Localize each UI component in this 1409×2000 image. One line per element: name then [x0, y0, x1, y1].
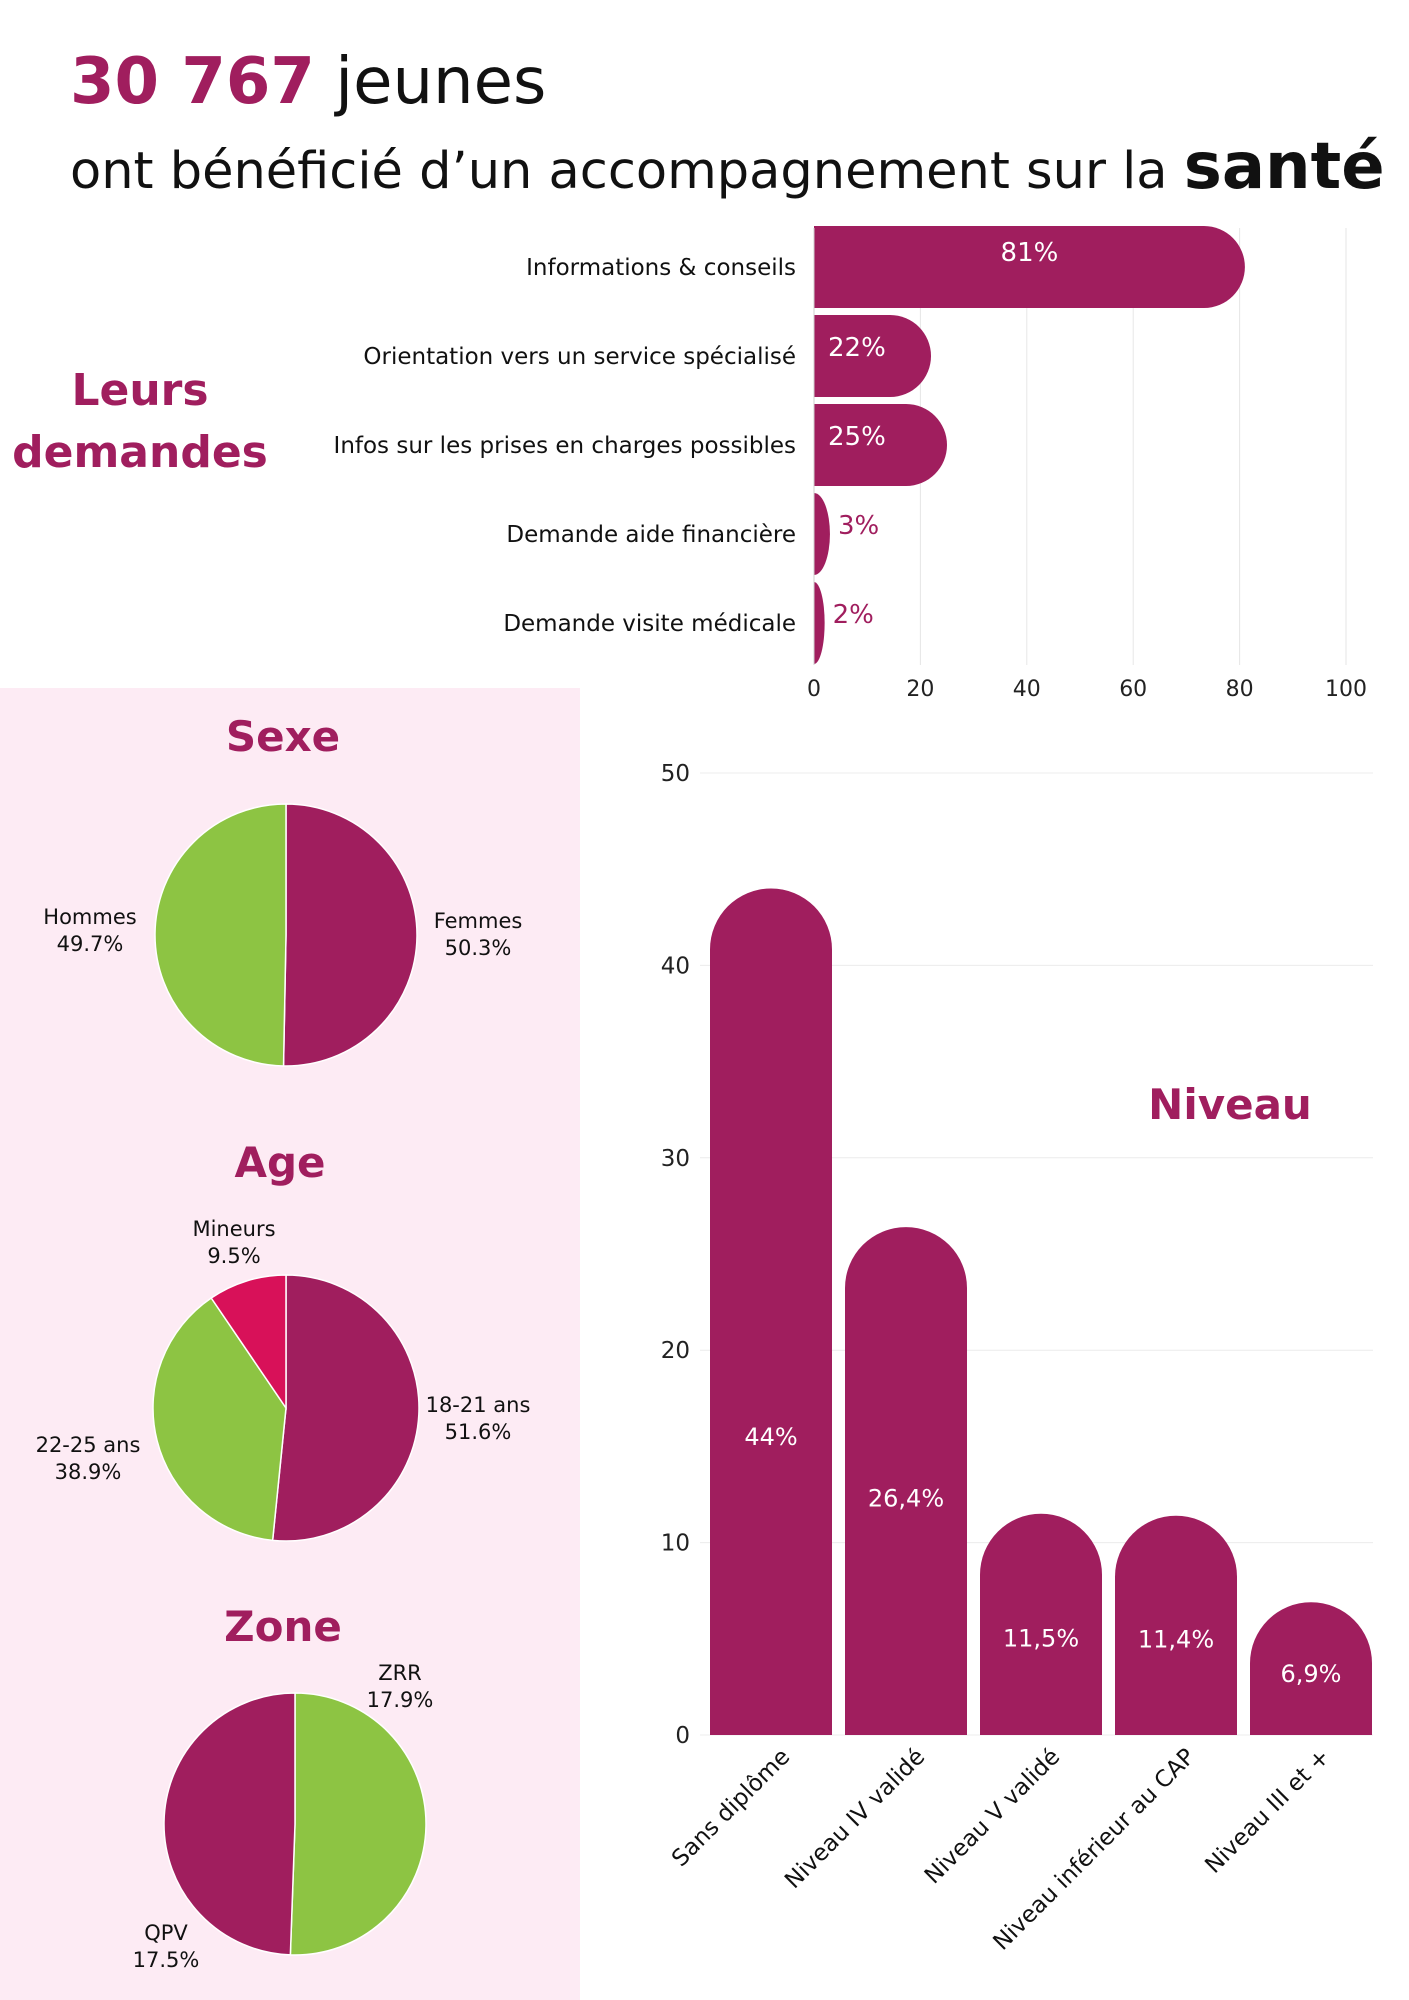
hbar-category-label: Infos sur les prises en charges possible… [334, 433, 796, 459]
age-pie-value-label: 51.6% [445, 1420, 512, 1444]
demandes-title-line2: demandes [12, 427, 268, 478]
vbar-data-label: 11,4% [1138, 1625, 1214, 1653]
zone-pie-value-label: 17.9% [367, 1688, 434, 1712]
vbar-bar [710, 888, 832, 1735]
age-pie-label: 18-21 ans [426, 1393, 531, 1417]
hbar-bar [814, 404, 947, 486]
hbar-category-label: Demande visite médicale [503, 611, 796, 637]
hbar-data-label: 25% [828, 422, 886, 452]
vbar-category-label: Niveau III et + [1200, 1744, 1335, 1879]
headline-count: 30 767 [70, 45, 315, 119]
vbar-category-label: Niveau V validé [920, 1744, 1065, 1889]
age-pie-label: 22-25 ans [36, 1433, 141, 1457]
zone-pie-slice [163, 1692, 296, 1956]
zone-pie-label: ZRR [378, 1661, 422, 1685]
hbar-tick-label: 20 [906, 677, 934, 702]
zone-pie-label: QPV [144, 1921, 188, 1945]
hbar-bar [814, 493, 830, 575]
hbar-tick-label: 60 [1119, 677, 1147, 702]
zone-pie-slice [289, 1692, 427, 1956]
vbar-tick-label: 10 [661, 1531, 690, 1557]
niveau-title: Niveau [1148, 1080, 1312, 1129]
zone-pie-value-label: 17.5% [133, 1948, 200, 1972]
age-pie-value-label: 9.5% [207, 1244, 260, 1268]
vbar-data-label: 44% [744, 1423, 797, 1451]
hbar-bar [814, 315, 932, 397]
subtitle-text: ont bénéficié d’un accompagnement sur la [70, 142, 1184, 201]
vbar-data-label: 6,9% [1281, 1660, 1342, 1688]
sexe-pie-slice [154, 803, 287, 1067]
age-pie-slice [152, 1296, 287, 1542]
vbar-category-label: Niveau IV validé [780, 1744, 930, 1894]
hbar-data-label: 2% [833, 600, 874, 630]
demandes-title: Leurs demandes [0, 360, 280, 484]
demandes-title-line1: Leurs [71, 365, 209, 416]
subtitle: ont bénéficié d’un accompagnement sur la… [70, 122, 1385, 217]
vbar-bar [980, 1513, 1102, 1735]
age-pie-label: Mineurs [192, 1217, 275, 1241]
hbar-tick-label: 0 [807, 677, 821, 702]
vbar-category-label: Sans diplôme [667, 1744, 795, 1872]
headline: 30 767 jeunes [70, 42, 546, 122]
sexe-pie-label: Hommes [43, 905, 136, 929]
hbar-bar [814, 226, 1245, 308]
vbar-bar [1250, 1602, 1372, 1735]
hbar-bar [814, 582, 825, 664]
subtitle-strong: santé [1183, 130, 1385, 204]
vbar-tick-label: 50 [661, 761, 690, 787]
hbar-data-label: 81% [1001, 238, 1059, 268]
vbar-data-label: 26,4% [868, 1484, 944, 1512]
vbar-tick-label: 30 [661, 1146, 690, 1172]
hbar-data-label: 3% [838, 511, 879, 541]
sexe-pie-label: Femmes [434, 909, 523, 933]
sexe-pie-value-label: 49.7% [57, 932, 124, 956]
hbar-tick-label: 100 [1325, 677, 1367, 702]
hbar-tick-label: 80 [1226, 677, 1254, 702]
sexe-pie-value-label: 50.3% [445, 936, 512, 960]
hbar-category-label: Demande aide financière [506, 522, 796, 548]
zone-title: Zone [224, 1602, 342, 1651]
vbar-tick-label: 40 [661, 953, 690, 979]
vbar-bar [845, 1227, 967, 1735]
hbar-data-label: 22% [828, 333, 886, 363]
hbar-category-label: Orientation vers un service spécialisé [363, 344, 796, 370]
vbar-tick-label: 20 [661, 1338, 690, 1364]
sexe-pie-slice [282, 803, 418, 1067]
sexe-title: Sexe [225, 712, 341, 761]
age-pie-slice [210, 1274, 287, 1411]
age-title: Age [234, 1138, 326, 1187]
headline-suffix: jeunes [314, 45, 547, 119]
age-pie-value-label: 38.9% [55, 1460, 122, 1484]
vbar-bar [1115, 1515, 1237, 1735]
vbar-data-label: 11,5% [1003, 1624, 1079, 1652]
hbar-category-label: Informations & conseils [526, 255, 796, 281]
hbar-tick-label: 40 [1013, 677, 1041, 702]
age-pie-slice [271, 1274, 420, 1542]
vbar-tick-label: 0 [675, 1723, 690, 1749]
